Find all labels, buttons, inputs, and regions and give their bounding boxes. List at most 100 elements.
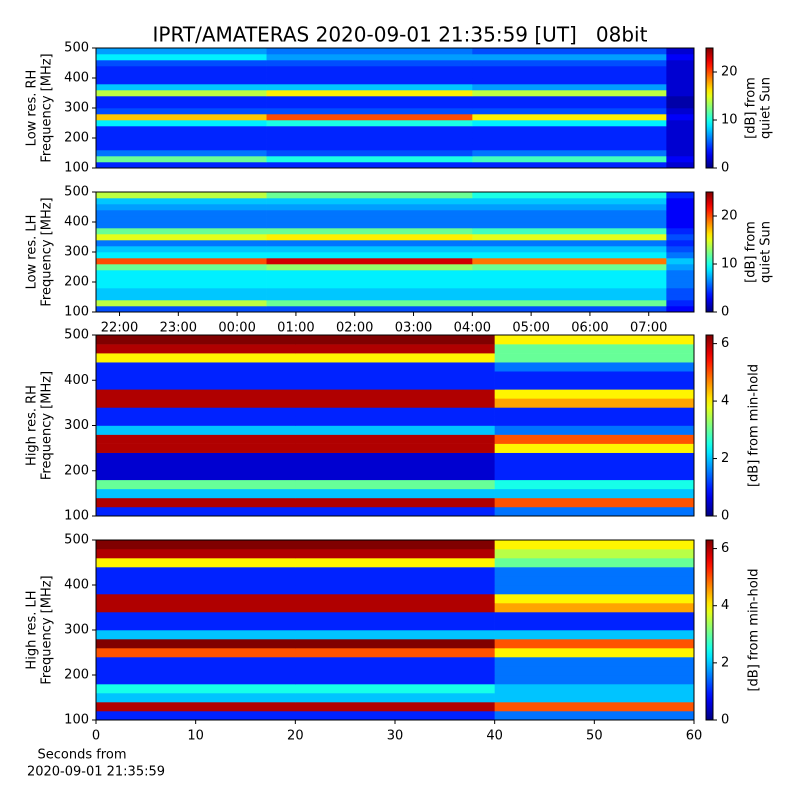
heatmap-cell [266, 60, 473, 67]
heatmap-cell [96, 380, 296, 390]
heatmap-cell [494, 506, 695, 517]
heatmap-cell [96, 156, 267, 163]
colorbar-label: quiet Sun [759, 77, 774, 139]
heatmap-cell [266, 120, 473, 127]
y-tick-label: 400 [64, 215, 89, 230]
heatmap-cell [96, 648, 296, 658]
heatmap-cell [295, 702, 495, 712]
heatmap-cell [96, 585, 296, 595]
figure-title: IPRT/AMATERAS 2020-09-01 21:35:59 [UT] 0… [153, 23, 648, 47]
heatmap-cell [295, 434, 495, 444]
heatmap-cell [494, 416, 695, 426]
heatmap-cell [472, 156, 667, 163]
heatmap-cell [96, 84, 267, 91]
heatmap-cell [666, 216, 695, 223]
heatmap-cell [666, 288, 695, 295]
heatmap-cell [472, 66, 667, 73]
heatmap-cell [266, 90, 473, 97]
heatmap-cell [295, 603, 495, 613]
heatmap-cell [472, 84, 667, 91]
heatmap-cell [472, 150, 667, 157]
y-axis-label: Frequency [MHz] [40, 575, 55, 684]
heatmap-cell [96, 228, 267, 235]
heatmap-cell [295, 389, 495, 399]
heatmap-cell [666, 156, 695, 163]
y-tick-label: 300 [64, 101, 89, 116]
heatmap-cell [96, 344, 296, 354]
heatmap-cell [295, 416, 495, 426]
heatmap-cell [96, 246, 267, 253]
heatmap-cell [295, 362, 495, 372]
heatmap-cell [266, 294, 473, 301]
heatmap-cell [666, 138, 695, 145]
x-tick-label: 0 [92, 729, 100, 744]
heatmap-cell [494, 702, 695, 712]
heatmap-cell [472, 282, 667, 289]
heatmap-cell [96, 416, 296, 426]
heatmap-cell [494, 585, 695, 595]
heatmap-cell [666, 90, 695, 97]
heatmap-cell [266, 132, 473, 139]
x-tick-label: 01:00 [277, 321, 314, 336]
colorbar-tick-label: 0 [721, 713, 729, 728]
y-tick-label: 200 [64, 275, 89, 290]
heatmap-cell [666, 252, 695, 259]
heatmap-cell [494, 353, 695, 363]
heatmap-cell [96, 711, 296, 721]
heatmap-cell [266, 258, 473, 265]
heatmap-cell [666, 246, 695, 253]
heatmap-cell [295, 452, 495, 462]
heatmap-cell [266, 306, 473, 313]
heatmap-cell [494, 461, 695, 472]
heatmap-cell [666, 270, 695, 277]
heatmap-cell [96, 288, 267, 295]
y-axis-label: Low res. LH [25, 215, 40, 290]
heatmap-cell [472, 138, 667, 145]
y-axis-label: Low res. RH [25, 70, 40, 147]
heatmap-cell [266, 102, 473, 109]
y-tick-label: 100 [64, 713, 89, 728]
x-tick-label: 30 [387, 729, 404, 744]
heatmap-cell [472, 162, 667, 169]
heatmap-cell [666, 132, 695, 139]
heatmap-cell [295, 506, 495, 517]
heatmap-cell [266, 126, 473, 133]
heatmap-cell [494, 497, 695, 508]
heatmap-cell [295, 648, 495, 658]
heatmap-cell [494, 470, 695, 481]
heatmap-cell [472, 78, 667, 85]
heatmap-cell [96, 603, 296, 613]
heatmap-cell [472, 204, 667, 211]
colorbar-tick-label: 10 [721, 257, 738, 272]
heatmap-cell [666, 264, 695, 271]
heatmap-cell [96, 684, 296, 694]
heatmap-cell [96, 353, 296, 363]
heatmap-cell [266, 66, 473, 73]
heatmap-cell [295, 380, 495, 390]
heatmap-cell [96, 240, 267, 247]
heatmap-cell [295, 639, 495, 649]
heatmap-cell [472, 246, 667, 253]
heatmap-cell [96, 216, 267, 223]
y-tick-label: 100 [64, 161, 89, 176]
heatmap-cell [295, 371, 495, 381]
heatmap-cell [494, 567, 695, 577]
y-tick-label: 500 [64, 533, 89, 548]
heatmap-cell [295, 353, 495, 363]
heatmap-cell [266, 72, 473, 79]
heatmap-cell [266, 144, 473, 151]
heatmap-cell [494, 594, 695, 604]
heatmap-cell [96, 576, 296, 586]
heatmap-cell [96, 108, 267, 115]
heatmap-cell [266, 138, 473, 145]
heatmap-cell [295, 488, 495, 499]
y-axis-label: Frequency [MHz] [40, 197, 55, 306]
colorbar-tick-label: 6 [721, 541, 729, 556]
heatmap-cell [96, 114, 267, 121]
heatmap-cell [666, 48, 695, 55]
x-tick-label: 00:00 [218, 321, 255, 336]
heatmap-cell [96, 657, 296, 667]
heatmap-cell [266, 240, 473, 247]
heatmap-cell [266, 84, 473, 91]
heatmap-cell [472, 270, 667, 277]
